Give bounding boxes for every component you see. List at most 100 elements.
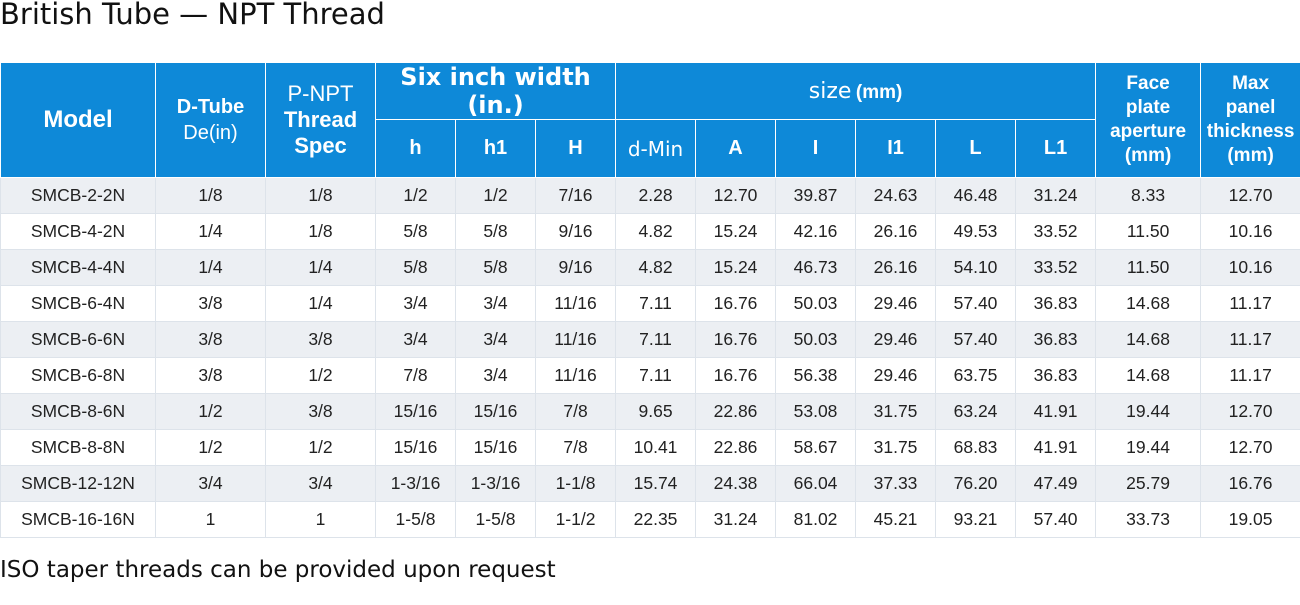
model-cell: SMCB-6-8N <box>0 357 156 394</box>
table-cell: 10.16 <box>1200 249 1300 286</box>
table-cell: 22.35 <box>615 501 697 538</box>
spec-table: Model D-Tube De(in) P-NPT Thread Spec Si… <box>0 62 1300 538</box>
table-cell: 14.68 <box>1095 321 1202 358</box>
table-row: SMCB-6-6N 3/8 3/8 3/4 3/4 11/16 7.11 16.76 50.03… <box>0 321 1300 358</box>
col-header-d-min: d-Min <box>615 119 697 178</box>
table-cell: 3/4 <box>455 357 536 394</box>
d-tube-line-2: De(in) <box>183 122 238 144</box>
col-header-A: A <box>695 119 777 178</box>
table-cell: 41.91 <box>1015 429 1097 466</box>
model-cell: SMCB-16-16N <box>0 501 156 538</box>
table-cell: 49.53 <box>935 213 1017 250</box>
table-cell: 3/8 <box>265 393 376 430</box>
table-cell: 12.70 <box>1200 177 1300 214</box>
header-row-1: Model D-Tube De(in) P-NPT Thread Spec Si… <box>0 62 1300 178</box>
table-cell: 57.40 <box>935 285 1017 322</box>
group-header-size: size (mm) <box>615 62 1097 120</box>
table-cell: 7.11 <box>615 285 697 322</box>
table-cell: 14.68 <box>1095 285 1202 322</box>
col-header-max-panel: Max panel thickness (mm) <box>1200 62 1300 178</box>
table-cell: 56.38 <box>775 357 857 394</box>
size-label: size <box>808 78 852 104</box>
table-cell: 1 <box>265 501 376 538</box>
table-cell: 5/8 <box>375 249 456 286</box>
table-header: Model D-Tube De(in) P-NPT Thread Spec Si… <box>0 62 1300 178</box>
table-cell: 11.17 <box>1200 357 1300 394</box>
table-row: SMCB-8-8N 1/2 1/2 15/16 15/16 7/8 10.41 22.86 58… <box>0 429 1300 466</box>
table-cell: 3/8 <box>265 321 376 358</box>
table-cell: 36.83 <box>1015 321 1097 358</box>
table-cell: 12.70 <box>695 177 777 214</box>
table-cell: 8.33 <box>1095 177 1202 214</box>
table-cell: 24.38 <box>695 465 777 502</box>
table-cell: 11/16 <box>534 357 617 394</box>
table-cell: 50.03 <box>775 321 857 358</box>
table-cell: 11.50 <box>1095 249 1202 286</box>
table-cell: 33.52 <box>1015 213 1097 250</box>
table-cell: 1-3/16 <box>455 465 536 502</box>
table-cell: 1/8 <box>155 177 266 214</box>
table-cell: 3/8 <box>155 357 266 394</box>
table-cell: 3/4 <box>455 285 536 322</box>
table-cell: 15/16 <box>375 429 456 466</box>
model-cell: SMCB-2-2N <box>0 177 156 214</box>
table-cell: 15.24 <box>695 249 777 286</box>
table-cell: 63.75 <box>935 357 1017 394</box>
col-header-L1: L1 <box>1015 119 1097 178</box>
table-cell: 29.46 <box>855 321 937 358</box>
table-cell: 3/8 <box>155 285 266 322</box>
table-cell: 16.76 <box>695 285 777 322</box>
table-cell: 58.67 <box>775 429 857 466</box>
table-cell: 2.28 <box>615 177 697 214</box>
table-body: SMCB-2-2N 1/8 1/8 1/2 1/2 7/16 2.28 12.70 39.87 2… <box>0 177 1300 538</box>
table-cell: 37.33 <box>855 465 937 502</box>
table-cell: 36.83 <box>1015 357 1097 394</box>
table-cell: 15.74 <box>615 465 697 502</box>
table-cell: 22.86 <box>695 393 777 430</box>
table-cell: 1/8 <box>265 177 376 214</box>
table-cell: 7/16 <box>534 177 617 214</box>
table-cell: 15.24 <box>695 213 777 250</box>
table-cell: 33.52 <box>1015 249 1097 286</box>
col-header-h: h <box>375 119 456 178</box>
p-npt-line-2: Thread <box>283 107 358 132</box>
table-cell: 1-1/2 <box>534 501 617 538</box>
table-cell: 1/8 <box>265 213 376 250</box>
table-cell: 19.05 <box>1200 501 1300 538</box>
size-unit-label: (mm) <box>855 81 903 103</box>
table-cell: 57.40 <box>1015 501 1097 538</box>
table-cell: 7/8 <box>534 393 617 430</box>
table-cell: 1/2 <box>265 429 376 466</box>
table-cell: 3/4 <box>265 465 376 502</box>
table-cell: 14.68 <box>1095 357 1202 394</box>
table-cell: 66.04 <box>775 465 857 502</box>
table-cell: 93.21 <box>935 501 1017 538</box>
model-cell: SMCB-4-2N <box>0 213 156 250</box>
table-row: SMCB-4-4N 1/4 1/4 5/8 5/8 9/16 4.82 15.24 46.73 2… <box>0 249 1300 286</box>
table-row: SMCB-8-6N 1/2 3/8 15/16 15/16 7/8 9.65 22.86 53.… <box>0 393 1300 430</box>
table-cell: 63.24 <box>935 393 1017 430</box>
header-row-2: h h1 H d-Min A I I1 L L1 <box>1 119 1300 178</box>
table-cell: 15/16 <box>375 393 456 430</box>
table-cell: 22.86 <box>695 429 777 466</box>
p-npt-line-3: Spec <box>294 133 347 158</box>
table-cell: 12.70 <box>1200 429 1300 466</box>
table-cell: 1-3/16 <box>375 465 456 502</box>
face-line-3: aperture <box>1110 121 1187 142</box>
table-cell: 15/16 <box>455 393 536 430</box>
table-cell: 26.16 <box>855 249 937 286</box>
table-cell: 19.44 <box>1095 429 1202 466</box>
table-cell: 11/16 <box>534 285 617 322</box>
col-header-h1: h1 <box>455 119 536 178</box>
table-cell: 1/2 <box>155 429 266 466</box>
table-cell: 12.70 <box>1200 393 1300 430</box>
table-row: SMCB-16-16N 1 1 1-5/8 1-5/8 1-1/2 22.35 31.24 81… <box>0 501 1300 538</box>
table-row: SMCB-2-2N 1/8 1/8 1/2 1/2 7/16 2.28 12.70 39.87 2… <box>0 177 1300 214</box>
max-line-4: (mm) <box>1227 145 1274 166</box>
table-cell: 5/8 <box>455 249 536 286</box>
col-header-model: Model <box>0 62 156 178</box>
table-cell: 9/16 <box>534 249 617 286</box>
table-cell: 76.20 <box>935 465 1017 502</box>
table-cell: 16.76 <box>695 321 777 358</box>
max-line-3: thickness <box>1206 121 1295 142</box>
